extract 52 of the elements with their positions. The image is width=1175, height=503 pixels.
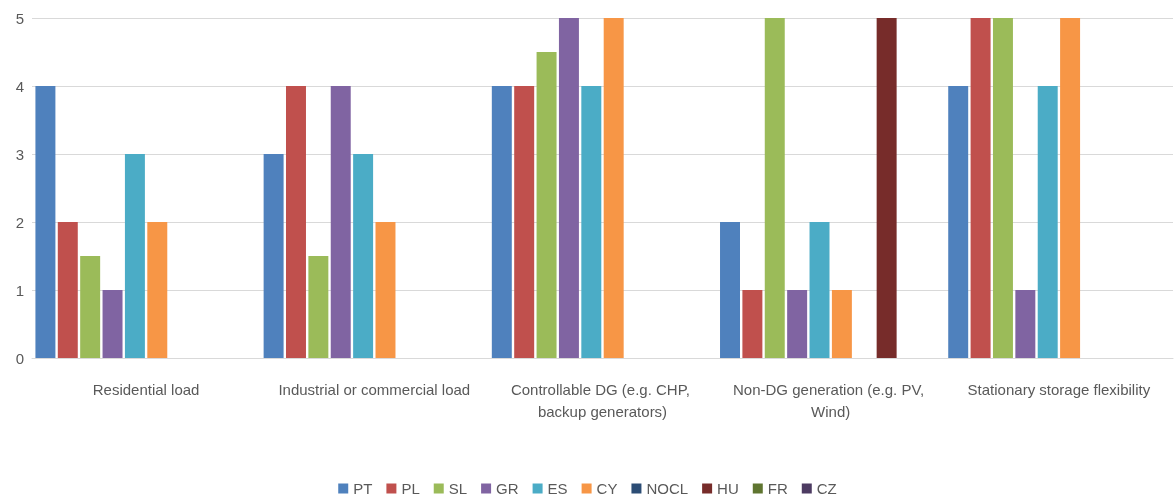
bar (102, 290, 123, 358)
bar (992, 18, 1013, 358)
bar (80, 256, 101, 358)
bar (330, 86, 351, 358)
bar (353, 154, 374, 358)
bar (581, 86, 602, 358)
bar (603, 18, 624, 358)
bar (876, 18, 897, 358)
bar (1037, 86, 1058, 358)
bar (491, 86, 512, 358)
bar (308, 256, 329, 358)
bar (263, 154, 284, 358)
legend-label: FR (767, 480, 788, 497)
y-tick-label: 1 (15, 281, 24, 299)
y-tick-label: 3 (15, 145, 24, 163)
bar (536, 52, 557, 358)
x-tick-label: Non-DG generation (e.g. PV, Wind) (733, 380, 929, 420)
legend-label: CY (596, 480, 618, 497)
legend-label: SL (448, 480, 468, 497)
legend-label: ES (547, 480, 568, 497)
y-tick-label: 4 (15, 77, 24, 95)
y-tick-label: 5 (15, 9, 24, 27)
bar (147, 222, 168, 358)
x-tick-label: Stationary storage flexibility (967, 380, 1151, 398)
x-tick-label: Controllable DG (e.g. CHP, backup generators) (510, 380, 695, 420)
bar (948, 86, 969, 358)
legend-label: CZ (816, 480, 837, 497)
bar (286, 86, 306, 358)
legend-label: PL (401, 480, 420, 497)
bar (57, 222, 78, 358)
y-tick-label: 2 (15, 213, 24, 231)
bar (970, 18, 991, 358)
x-tick-label: Residential load (92, 380, 200, 398)
bar (1060, 18, 1081, 358)
y-tick-label: 0 (15, 349, 24, 367)
bar (809, 222, 830, 358)
bar (831, 290, 852, 358)
bar (558, 18, 579, 358)
legend-label: GR (496, 480, 519, 497)
bar (787, 290, 808, 358)
x-tick-label: Industrial or commercial load (278, 380, 471, 398)
legend-label: NOCL (646, 480, 689, 497)
bar (720, 222, 740, 358)
bar (1015, 290, 1036, 358)
legend-label: PT (353, 480, 373, 497)
bar (764, 18, 785, 358)
bar (514, 86, 535, 358)
bar (124, 154, 145, 358)
bar (375, 222, 396, 358)
legend-label: HU (717, 480, 739, 497)
bar (35, 86, 56, 358)
bar (742, 290, 763, 358)
